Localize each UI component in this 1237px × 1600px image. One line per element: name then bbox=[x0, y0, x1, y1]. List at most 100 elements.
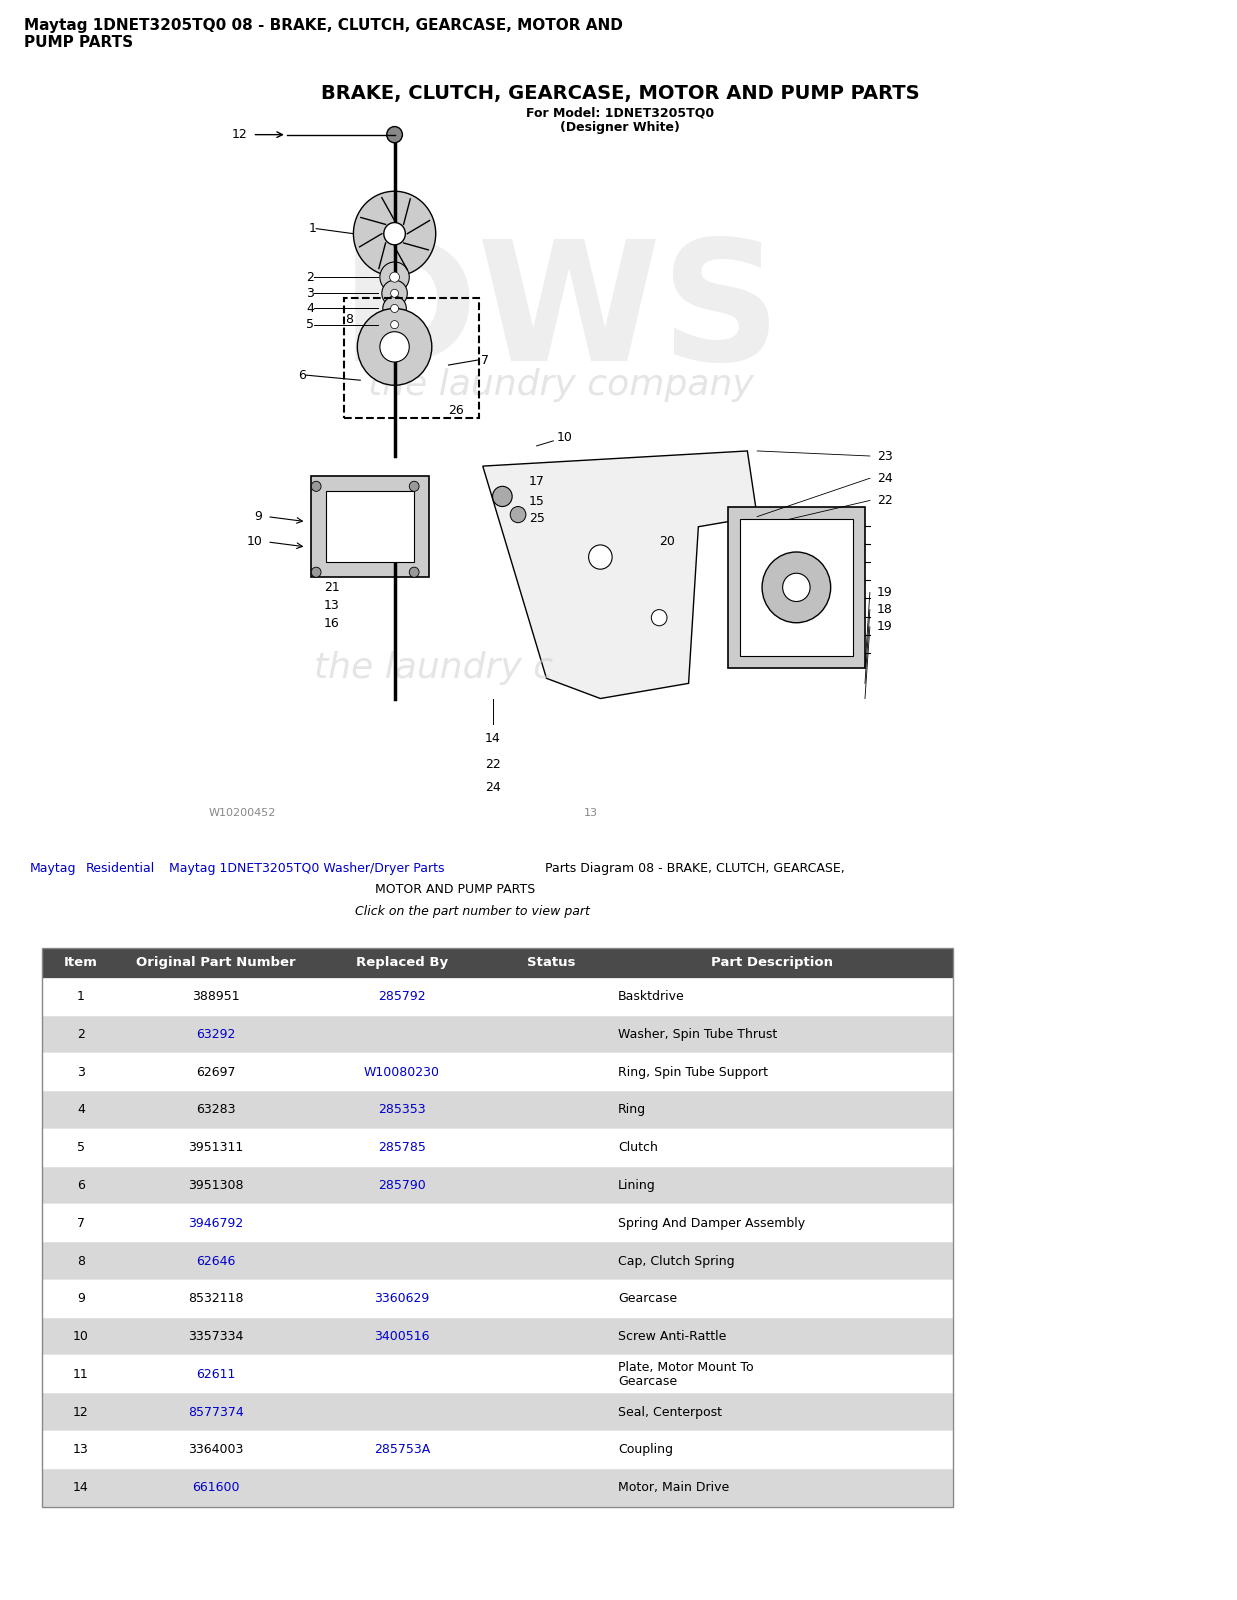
Text: Parts Diagram 08 - BRAKE, CLUTCH, GEARCASE,: Parts Diagram 08 - BRAKE, CLUTCH, GEARCA… bbox=[544, 861, 845, 875]
Text: Coupling: Coupling bbox=[618, 1443, 673, 1456]
Text: Gearcase: Gearcase bbox=[618, 1293, 677, 1306]
Text: 3: 3 bbox=[307, 286, 314, 299]
Circle shape bbox=[391, 304, 398, 312]
Text: 3: 3 bbox=[77, 1066, 85, 1078]
Text: Maytag: Maytag bbox=[30, 861, 77, 875]
Bar bbox=[42, 1130, 954, 1166]
Text: 3951308: 3951308 bbox=[188, 1179, 244, 1192]
Text: 285353: 285353 bbox=[379, 1104, 426, 1117]
Text: 3357334: 3357334 bbox=[188, 1330, 244, 1342]
Text: 26: 26 bbox=[449, 405, 464, 418]
Text: 12: 12 bbox=[73, 1405, 89, 1419]
Bar bbox=[42, 1430, 954, 1469]
Circle shape bbox=[492, 486, 512, 507]
Text: 18: 18 bbox=[877, 603, 893, 616]
Text: 2: 2 bbox=[77, 1027, 85, 1042]
Text: 6: 6 bbox=[298, 368, 307, 382]
Text: 5: 5 bbox=[77, 1141, 85, 1154]
Text: 3946792: 3946792 bbox=[188, 1216, 244, 1230]
Text: Screw Anti-Rattle: Screw Anti-Rattle bbox=[618, 1330, 726, 1342]
Text: 62611: 62611 bbox=[195, 1368, 235, 1381]
Bar bbox=[312, 477, 429, 578]
Bar bbox=[42, 947, 954, 978]
Circle shape bbox=[510, 507, 526, 523]
Text: BRAKE, CLUTCH, GEARCASE, MOTOR AND PUMP PARTS: BRAKE, CLUTCH, GEARCASE, MOTOR AND PUMP … bbox=[320, 85, 919, 102]
Text: 8: 8 bbox=[77, 1254, 85, 1267]
Text: 3360629: 3360629 bbox=[375, 1293, 429, 1306]
Bar bbox=[740, 518, 854, 656]
Text: Click on the part number to view part: Click on the part number to view part bbox=[355, 904, 590, 918]
Bar bbox=[42, 1166, 954, 1205]
Circle shape bbox=[380, 331, 409, 362]
Circle shape bbox=[391, 290, 398, 298]
Text: Gearcase: Gearcase bbox=[618, 1374, 677, 1387]
Text: 13: 13 bbox=[73, 1443, 89, 1456]
Text: 63283: 63283 bbox=[195, 1104, 235, 1117]
Text: 9: 9 bbox=[77, 1293, 85, 1306]
Text: 285785: 285785 bbox=[379, 1141, 426, 1154]
Text: 3364003: 3364003 bbox=[188, 1443, 244, 1456]
Text: 10: 10 bbox=[557, 432, 573, 445]
Text: 19: 19 bbox=[877, 621, 892, 634]
Bar bbox=[42, 1205, 954, 1242]
Text: (Designer White): (Designer White) bbox=[560, 120, 680, 133]
Text: 1: 1 bbox=[77, 990, 85, 1003]
Text: Status: Status bbox=[527, 957, 575, 970]
Bar bbox=[42, 1053, 954, 1091]
Text: 22: 22 bbox=[485, 758, 501, 771]
Text: 8: 8 bbox=[345, 314, 354, 326]
Text: 22: 22 bbox=[877, 494, 892, 507]
Text: 14: 14 bbox=[485, 733, 501, 746]
Bar bbox=[327, 491, 414, 562]
Text: 10: 10 bbox=[73, 1330, 89, 1342]
Bar bbox=[42, 1469, 954, 1507]
Circle shape bbox=[652, 610, 667, 626]
Text: Lining: Lining bbox=[618, 1179, 656, 1192]
Text: Seal, Centerpost: Seal, Centerpost bbox=[618, 1405, 722, 1419]
Circle shape bbox=[387, 126, 402, 142]
Text: Ring: Ring bbox=[618, 1104, 646, 1117]
Bar bbox=[42, 947, 954, 1507]
Text: 13: 13 bbox=[584, 808, 597, 818]
Text: the laundry c: the laundry c bbox=[314, 651, 553, 685]
Circle shape bbox=[382, 280, 407, 307]
Circle shape bbox=[357, 309, 432, 386]
Text: Basktdrive: Basktdrive bbox=[618, 990, 685, 1003]
Text: 285792: 285792 bbox=[379, 990, 426, 1003]
Text: 13: 13 bbox=[324, 598, 340, 613]
Text: 6: 6 bbox=[77, 1179, 85, 1192]
Bar bbox=[42, 1091, 954, 1130]
Text: 2: 2 bbox=[307, 270, 314, 283]
Text: Ring, Spin Tube Support: Ring, Spin Tube Support bbox=[618, 1066, 768, 1078]
Text: 7: 7 bbox=[77, 1216, 85, 1230]
Text: 12: 12 bbox=[231, 128, 247, 141]
Text: Motor, Main Drive: Motor, Main Drive bbox=[618, 1482, 730, 1494]
Text: 24: 24 bbox=[877, 472, 892, 485]
Bar bbox=[42, 1355, 954, 1394]
Text: the laundry company: the laundry company bbox=[369, 368, 755, 402]
Text: 8577374: 8577374 bbox=[188, 1405, 244, 1419]
Text: 9: 9 bbox=[255, 510, 262, 523]
Text: 8532118: 8532118 bbox=[188, 1293, 244, 1306]
Polygon shape bbox=[482, 451, 757, 699]
Text: Original Part Number: Original Part Number bbox=[136, 957, 296, 970]
Text: 11: 11 bbox=[73, 1368, 89, 1381]
Text: 25: 25 bbox=[529, 512, 544, 525]
Circle shape bbox=[312, 566, 322, 578]
Text: 388951: 388951 bbox=[192, 990, 240, 1003]
Text: 285790: 285790 bbox=[379, 1179, 426, 1192]
Text: Washer, Spin Tube Thrust: Washer, Spin Tube Thrust bbox=[618, 1027, 777, 1042]
Text: 7: 7 bbox=[481, 354, 489, 366]
Text: 62697: 62697 bbox=[195, 1066, 235, 1078]
Bar bbox=[42, 978, 954, 1016]
Text: 21: 21 bbox=[324, 581, 340, 594]
Text: Residential: Residential bbox=[85, 861, 155, 875]
Bar bbox=[727, 507, 865, 669]
Circle shape bbox=[783, 573, 810, 602]
Text: 285753A: 285753A bbox=[374, 1443, 430, 1456]
Text: Spring And Damper Assembly: Spring And Damper Assembly bbox=[618, 1216, 805, 1230]
Text: W10080230: W10080230 bbox=[364, 1066, 440, 1078]
Circle shape bbox=[312, 482, 322, 491]
Text: 17: 17 bbox=[529, 475, 544, 488]
Circle shape bbox=[380, 262, 409, 293]
